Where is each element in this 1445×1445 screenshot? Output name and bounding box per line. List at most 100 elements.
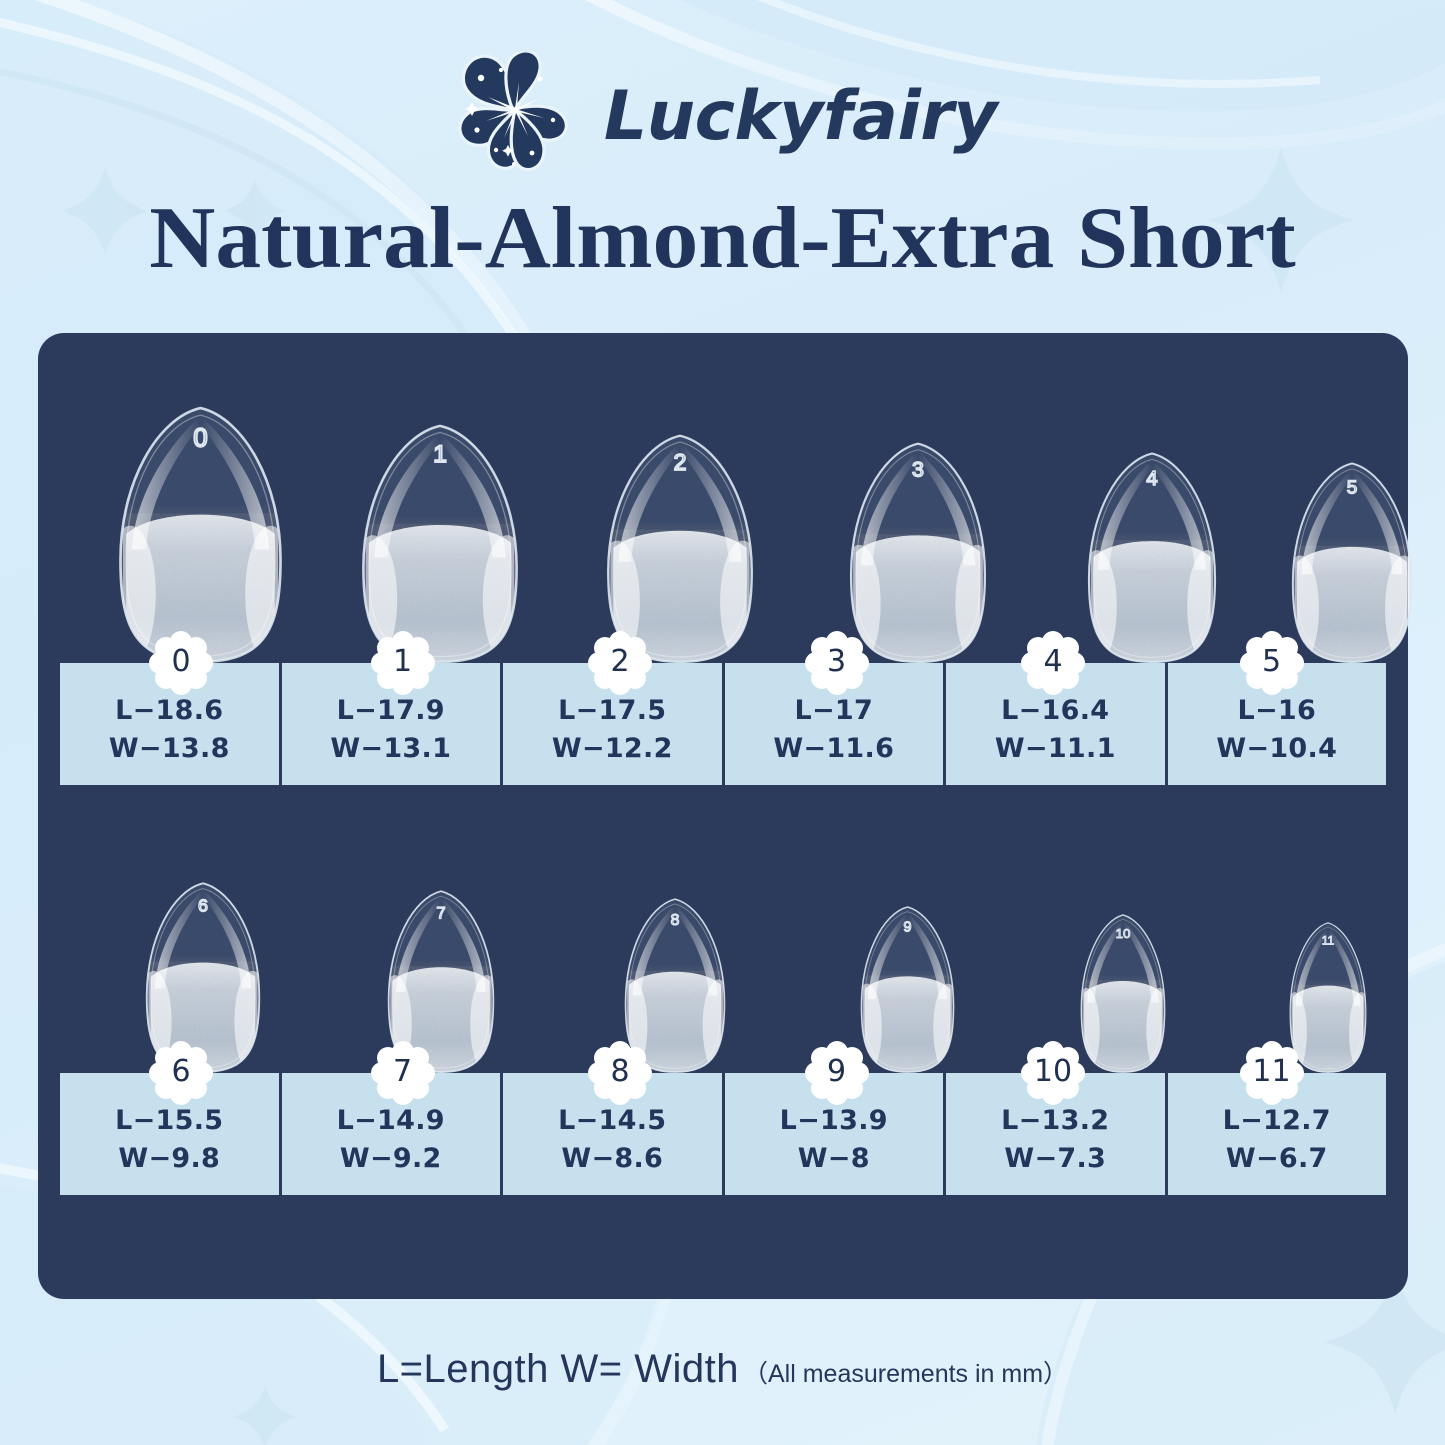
length-value: L−18.6 (115, 694, 224, 726)
flower-badge-icon (370, 631, 435, 695)
page-title: Natural-Almond-Extra Short (149, 190, 1296, 287)
flower-badge-icon (804, 1041, 869, 1105)
size-badge-number: 3 (826, 644, 847, 679)
length-value: L−15.5 (115, 1104, 224, 1136)
nail-slot-9: 9 (802, 841, 1012, 1073)
size-cell-10[interactable]: 10 L−13.2 W−7.3 (946, 1041, 1168, 1195)
size-row-1: 0 1 2 3 4 5 (38, 353, 1413, 785)
length-value: L−16.4 (1001, 694, 1110, 726)
brand-name: Luckyfairy (603, 77, 998, 156)
size-badge-number: 2 (610, 644, 630, 679)
width-value: W−13.1 (330, 733, 452, 764)
nail-slot-3: 3 (808, 383, 1028, 663)
size-row-2: 6 7 8 9 10 11 (38, 823, 1408, 1195)
nail-tip-11: 11 (1289, 922, 1367, 1073)
width-value: W−13.8 (108, 733, 230, 764)
nail-tip-4: 4 (1087, 452, 1217, 663)
four-leaf-clover-sparkle-icon (458, 52, 568, 172)
size-cell-3[interactable]: 3 L−17 W−11.6 (725, 631, 946, 785)
size-badge-1: 1 (370, 631, 435, 695)
flower-badge-icon (1239, 1041, 1304, 1105)
nail-size-engraving: 6 (198, 896, 208, 916)
size-badge-5: 5 (1239, 631, 1304, 695)
width-value: W−9.8 (118, 1143, 221, 1174)
flower-badge-icon (588, 631, 652, 695)
size-badge-6: 6 (149, 1041, 213, 1105)
nail-row-2: 6 7 8 9 10 11 (38, 823, 1408, 1073)
nail-tip-5: 5 (1291, 462, 1413, 663)
size-cell-1[interactable]: 1 L−17.9 W−13.1 (282, 631, 503, 785)
flower-badge-icon (149, 631, 213, 695)
width-value: W−6.7 (1225, 1143, 1328, 1174)
nail-size-engraving: 2 (674, 449, 687, 475)
size-cell-8[interactable]: 8 L−14.5 W−8.6 (503, 1041, 725, 1195)
nail-size-engraving: 5 (1347, 477, 1358, 498)
nail-size-engraving: 0 (193, 425, 207, 453)
nail-size-engraving: 7 (436, 903, 445, 922)
width-value: W−11.6 (773, 733, 895, 764)
width-value: W−7.3 (1004, 1143, 1107, 1174)
nail-tip-1: 1 (362, 424, 518, 663)
nail-slot-6: 6 (98, 825, 308, 1073)
width-value: W−9.2 (339, 1143, 442, 1174)
size-badge-11: 11 (1239, 1041, 1304, 1105)
length-value: L−17.9 (336, 694, 445, 726)
size-panel: 0 1 2 3 4 5 (38, 333, 1413, 1299)
nail-size-engraving: 10 (1116, 926, 1131, 941)
nail-size-engraving: 9 (903, 920, 911, 936)
nail-size-engraving: 8 (671, 912, 680, 929)
width-value: W−10.4 (1216, 733, 1338, 764)
size-badge-7: 7 (370, 1041, 435, 1105)
nail-tip-9: 9 (860, 906, 954, 1073)
size-badge-number: 0 (171, 644, 191, 679)
size-cell-7[interactable]: 7 L−14.9 W−9.2 (282, 1041, 503, 1195)
nail-slot-2: 2 (570, 377, 790, 663)
flower-badge-icon (804, 631, 869, 695)
length-value: L−14.9 (336, 1104, 445, 1136)
size-cell-2[interactable]: 2 L−17.5 W−12.2 (503, 631, 725, 785)
nail-size-engraving: 11 (1322, 934, 1335, 948)
width-value: W−8 (797, 1143, 870, 1174)
width-value: W−12.2 (551, 733, 673, 764)
size-badge-10: 10 (1021, 1041, 1085, 1105)
size-band-2: 6 L−15.5 W−9.8 7 L−14.9 W−9.2 (60, 1041, 1387, 1195)
nail-tip-0: 0 (118, 406, 282, 663)
length-value: L−16 (1237, 694, 1317, 726)
flower-badge-icon (1021, 631, 1085, 695)
size-cell-11[interactable]: 11 L−12.7 W−6.7 (1168, 1041, 1387, 1195)
flower-badge-icon (370, 1041, 435, 1105)
size-badge-number: 5 (1261, 644, 1282, 679)
nail-slot-1: 1 (330, 371, 550, 663)
nail-tip-3: 3 (849, 442, 987, 663)
legend-text: L=Length W= Width (376, 1347, 739, 1391)
length-value: L−13.2 (1001, 1104, 1110, 1136)
size-cell-9[interactable]: 9 L−13.9 W−8 (725, 1041, 946, 1195)
flower-badge-icon (1239, 631, 1304, 695)
nail-slot-0: 0 (90, 363, 310, 663)
nail-slot-11: 11 (1228, 851, 1428, 1073)
size-badge-number: 7 (392, 1054, 413, 1089)
brand-logo: Luckyfairy (0, 50, 1445, 180)
length-value: L−13.9 (779, 1104, 888, 1136)
flower-badge-icon (1021, 1041, 1085, 1105)
size-badge-3: 3 (804, 631, 869, 695)
width-value: W−11.1 (994, 733, 1116, 764)
size-cell-6[interactable]: 6 L−15.5 W−9.8 (60, 1041, 282, 1195)
size-cell-4[interactable]: 4 L−16.4 W−11.1 (946, 631, 1168, 785)
size-badge-9: 9 (804, 1041, 869, 1105)
size-badge-number: 10 (1033, 1054, 1073, 1089)
nail-slot-8: 8 (570, 835, 780, 1073)
size-badge-8: 8 (588, 1041, 652, 1105)
size-cell-5[interactable]: 5 L−16 W−10.4 (1168, 631, 1387, 785)
length-value: L−17 (794, 694, 874, 726)
width-value: W−8.6 (561, 1143, 664, 1174)
nail-size-engraving: 4 (1146, 468, 1157, 490)
nail-row-1: 0 1 2 3 4 5 (38, 353, 1413, 663)
nail-size-engraving: 3 (912, 458, 924, 482)
size-badge-number: 11 (1252, 1054, 1291, 1089)
nail-tip-10: 10 (1080, 914, 1166, 1073)
size-cell-0[interactable]: 0 L−18.6 W−13.8 (60, 631, 282, 785)
footer: L=Length W= Width （All measurements in mm… (0, 1347, 1445, 1392)
size-badge-0: 0 (149, 631, 213, 695)
